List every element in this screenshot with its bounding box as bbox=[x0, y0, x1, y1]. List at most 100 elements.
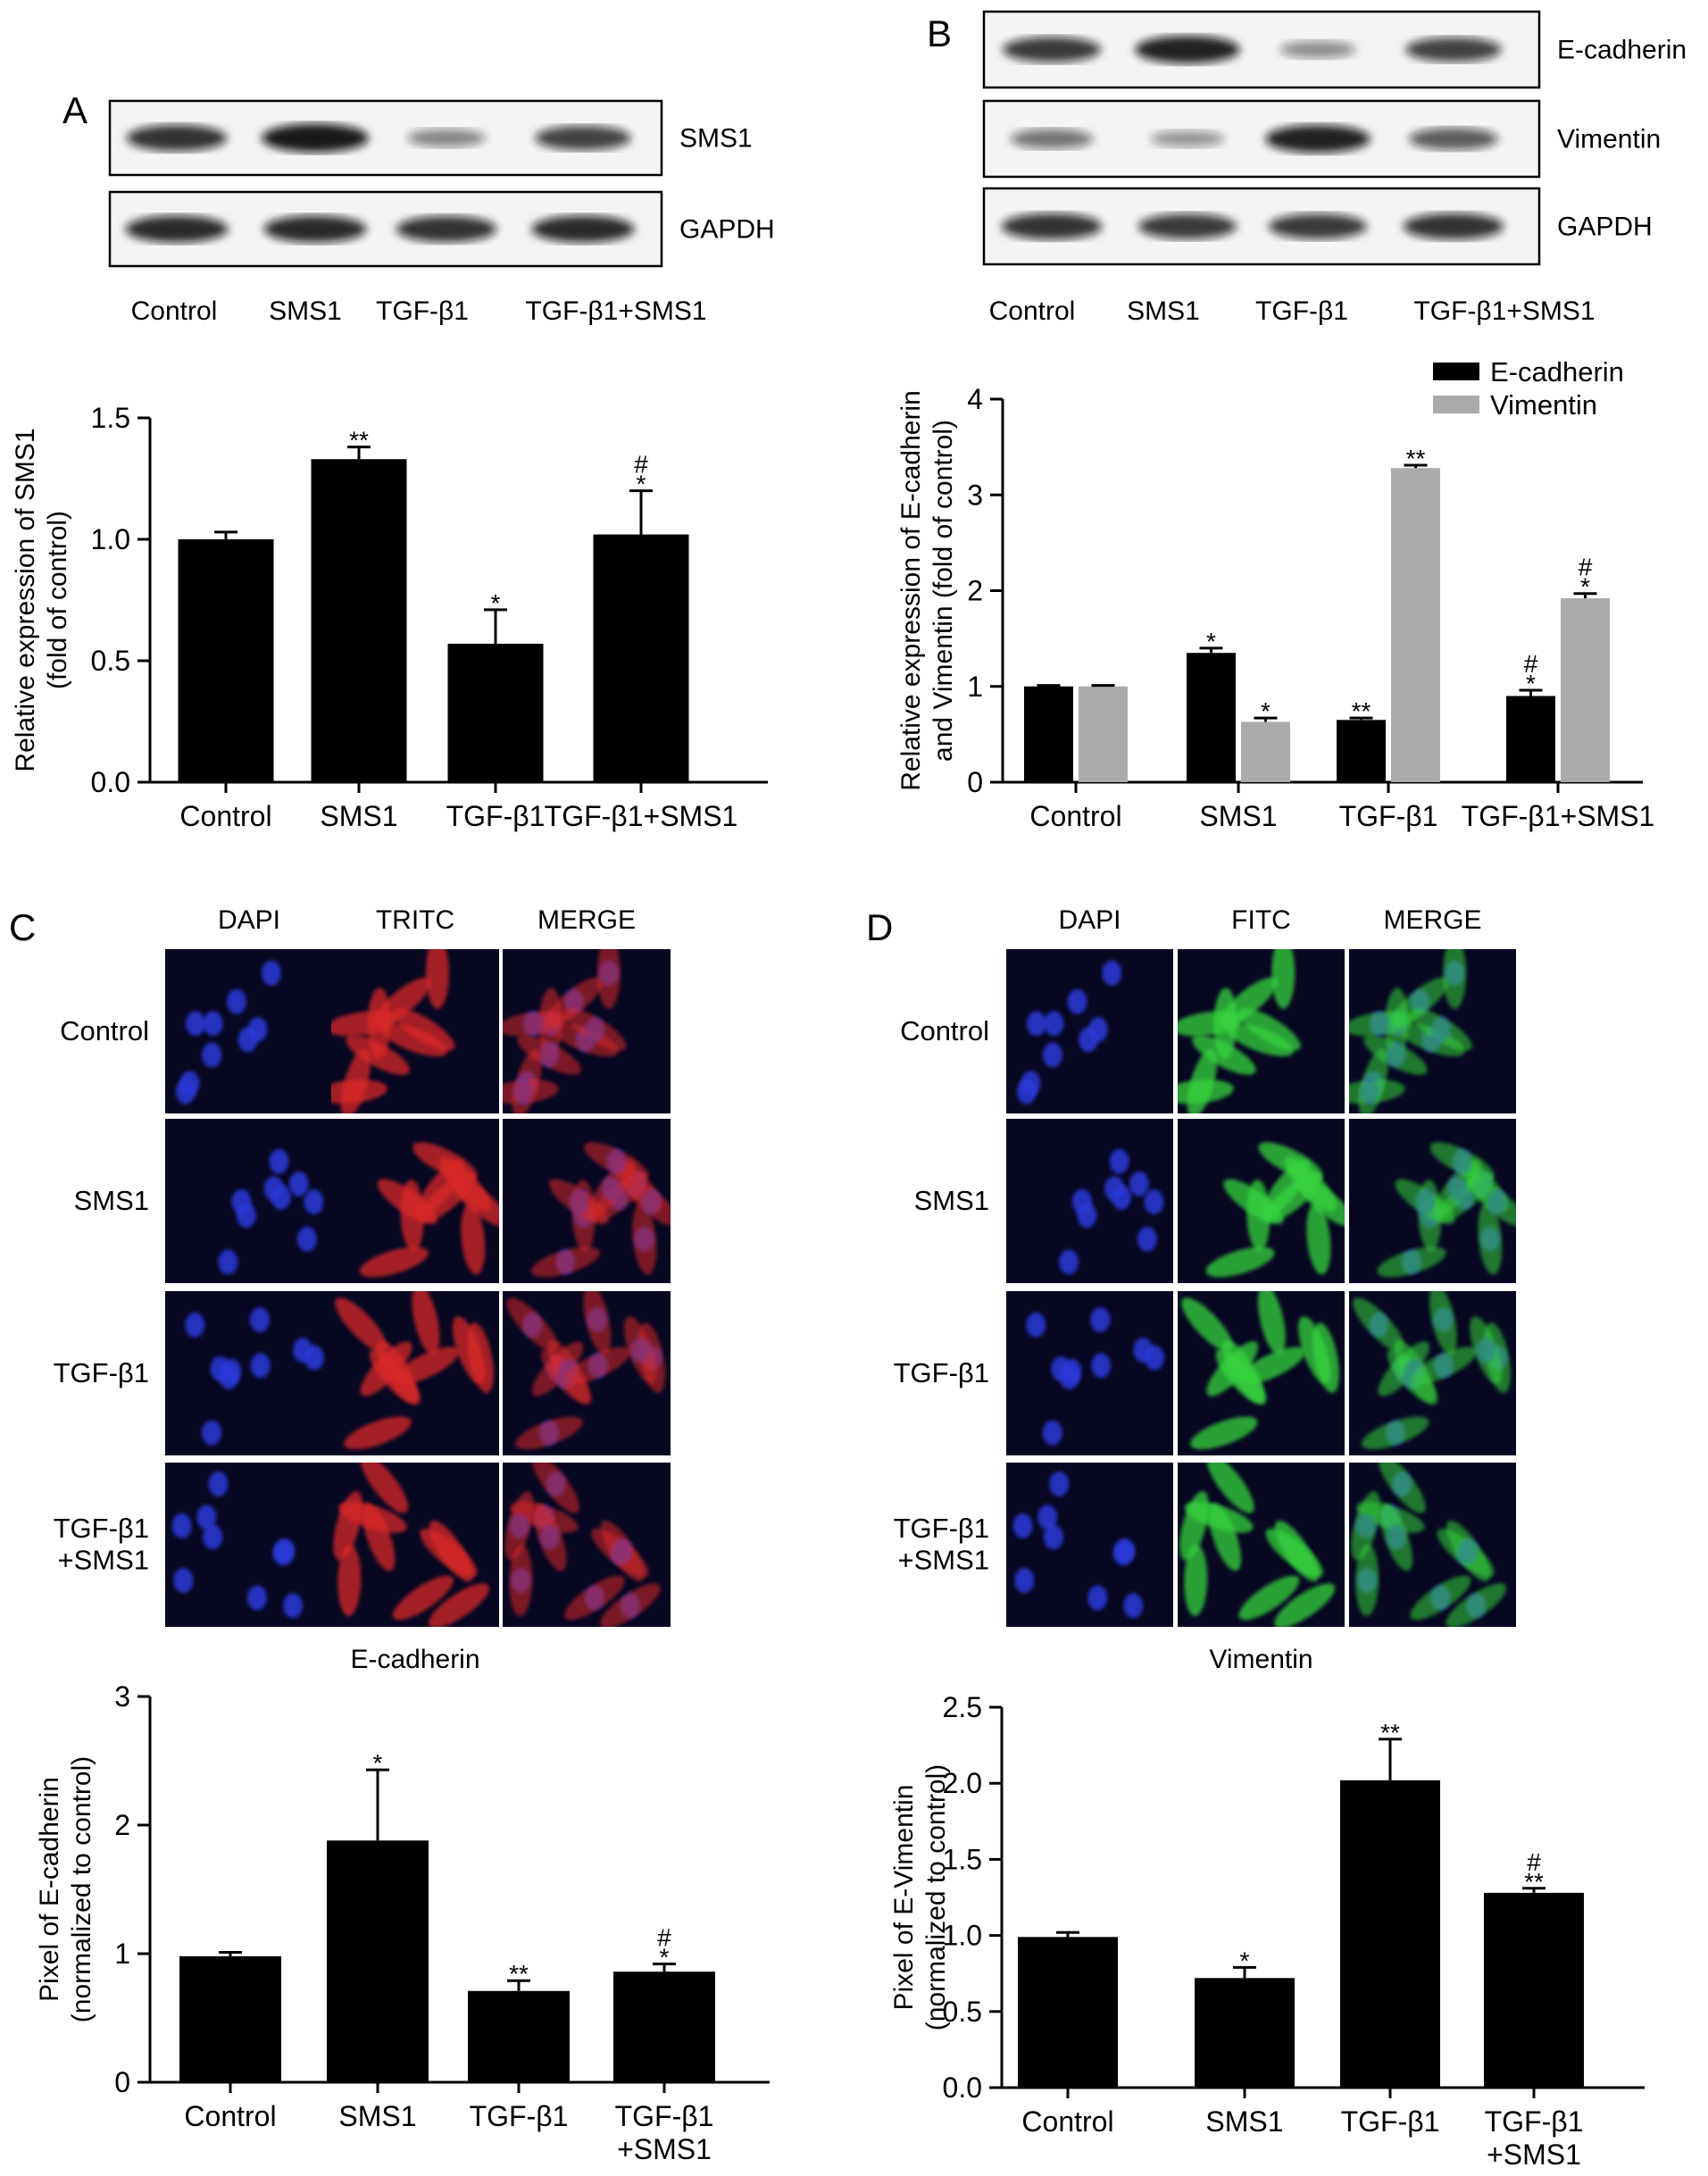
blot-band bbox=[126, 124, 228, 152]
micrograph-cells bbox=[175, 960, 281, 1105]
cell-body bbox=[1379, 1503, 1413, 1572]
blot-band bbox=[1279, 40, 1356, 59]
cell-body bbox=[1181, 1297, 1234, 1353]
y-axis-label: Relative expression of SMS1 (fold of cont… bbox=[11, 428, 72, 771]
cell-body bbox=[533, 1503, 567, 1572]
bar bbox=[1195, 1978, 1295, 2088]
blot-band bbox=[535, 125, 631, 151]
micrograph-column-label: MERGE bbox=[1383, 905, 1481, 935]
legend-label: E-cadherin bbox=[1490, 356, 1624, 388]
micrograph-caption: Vimentin bbox=[1209, 1645, 1312, 1674]
micrograph-cells bbox=[335, 1291, 494, 1450]
significance-marker: ** bbox=[349, 427, 369, 454]
cell-body bbox=[1298, 1316, 1331, 1385]
bar bbox=[179, 1955, 281, 2082]
blot-band bbox=[1403, 213, 1504, 240]
significance-marker: ** bbox=[509, 1960, 529, 1988]
cell-body bbox=[1189, 1416, 1258, 1450]
nucleus bbox=[288, 1171, 309, 1196]
blot-band bbox=[1265, 124, 1371, 154]
nucleus bbox=[263, 1176, 284, 1202]
cell-body bbox=[429, 1583, 489, 1627]
micrograph-grid-d: DAPI FITC MERGE Control SMS1 TGF-β1 TGF-β1 +SMS… bbox=[894, 905, 1516, 1674]
nucleus bbox=[1042, 1420, 1062, 1446]
bar bbox=[613, 1972, 715, 2082]
cell-body bbox=[1208, 1503, 1242, 1572]
bar bbox=[1484, 1892, 1584, 2088]
cell-body bbox=[1468, 1177, 1516, 1227]
cell-body bbox=[1411, 1346, 1477, 1385]
nucleus bbox=[296, 1226, 317, 1252]
bar-chart-c: 0 1 2 3 Pixel of E-cadherin (normalized to co… bbox=[35, 1680, 770, 2165]
cell-body bbox=[331, 1011, 397, 1037]
micrograph-row-label: Control bbox=[60, 1015, 149, 1046]
significance-marker: * bbox=[1580, 573, 1590, 601]
nucleus bbox=[231, 1188, 252, 1214]
bar bbox=[1391, 468, 1440, 782]
blot-band bbox=[262, 123, 369, 153]
cell-body bbox=[461, 1203, 486, 1275]
bar bbox=[468, 1990, 570, 2082]
micrograph-cells bbox=[1012, 1471, 1144, 1619]
panel-letter-a: A bbox=[62, 89, 87, 131]
cell-body bbox=[361, 1463, 409, 1513]
micrograph-cells bbox=[1179, 1463, 1336, 1627]
cell-body bbox=[335, 1297, 387, 1353]
micrograph-row-label: SMS1 bbox=[914, 1185, 989, 1216]
cell-body bbox=[517, 1035, 581, 1075]
micrograph-row-label: SMS1 bbox=[74, 1185, 149, 1216]
blot-band bbox=[1138, 213, 1237, 239]
cell-body bbox=[394, 1346, 460, 1385]
nucleus bbox=[283, 1593, 304, 1619]
blot-row-label: GAPDH bbox=[1557, 213, 1653, 242]
nucleus bbox=[221, 1358, 241, 1384]
nucleus bbox=[202, 1042, 222, 1068]
micrograph-cells bbox=[185, 1307, 325, 1446]
y-tick-label: 4 bbox=[967, 383, 983, 415]
nucleus bbox=[185, 1312, 205, 1338]
cell-body bbox=[452, 1316, 486, 1385]
significance-marker: # bbox=[1579, 554, 1593, 581]
bar-chart-b: 0 1 2 3 4 Relative expression of E-cadherin an… bbox=[896, 356, 1654, 832]
bar bbox=[1506, 696, 1555, 782]
significance-marker: * bbox=[1240, 1947, 1250, 1974]
nucleus bbox=[304, 1189, 324, 1215]
bar-chart-d: 0.0 0.5 1.0 1.5 2.0 2.5 Pixel of E-Vimentin (no… bbox=[889, 1691, 1645, 2171]
cell-body bbox=[344, 1416, 412, 1450]
cell-body bbox=[623, 1316, 657, 1385]
cell-body bbox=[1351, 1491, 1380, 1561]
x-tick-label: TGF-β1 bbox=[470, 2100, 569, 2132]
cell-body bbox=[1238, 1575, 1300, 1621]
nucleus bbox=[1091, 1353, 1112, 1379]
bar-chart-a: 0.0 0.5 1.0 1.5 Relative expression of SMS1(… bbox=[11, 402, 768, 832]
micrograph-cells bbox=[1351, 1463, 1507, 1627]
cell-body bbox=[1397, 1022, 1465, 1057]
y-axis-label: Pixel of E-Vimentin (normalized to contro… bbox=[889, 1764, 951, 2030]
y-tick-label: 2 bbox=[114, 1809, 130, 1841]
x-tick-label: TGF-β1 bbox=[446, 800, 546, 832]
cell-body bbox=[503, 1011, 569, 1037]
micrograph-cells bbox=[331, 949, 455, 1113]
x-tick-label: Control bbox=[179, 800, 271, 832]
nucleus bbox=[261, 960, 281, 986]
significance-marker: * bbox=[373, 1749, 383, 1777]
panel-letter-d: D bbox=[866, 906, 893, 948]
cell-body bbox=[600, 1583, 661, 1627]
x-tick-label: SMS1 bbox=[338, 2100, 416, 2132]
cell-body bbox=[1394, 1339, 1436, 1403]
cell-body bbox=[1349, 1080, 1405, 1105]
cell-body bbox=[1257, 1291, 1286, 1355]
blot-band bbox=[407, 129, 486, 147]
blot-lane-label: SMS1 bbox=[269, 296, 342, 326]
cell-body bbox=[1377, 1246, 1446, 1278]
cell-body bbox=[547, 1339, 590, 1403]
bar bbox=[447, 643, 544, 782]
x-tick-label: Control bbox=[1021, 2105, 1113, 2138]
micrograph-cells bbox=[333, 1463, 489, 1627]
blot-band bbox=[263, 215, 367, 243]
western-blot-b: E-cadherin Vimentin GAPDH Control SMS1 TGF-β1… bbox=[982, 10, 1687, 326]
cell-body bbox=[425, 949, 449, 1009]
micrograph-cells bbox=[1181, 1291, 1339, 1450]
micrograph-cells bbox=[503, 949, 627, 1113]
nucleus bbox=[208, 1471, 229, 1497]
